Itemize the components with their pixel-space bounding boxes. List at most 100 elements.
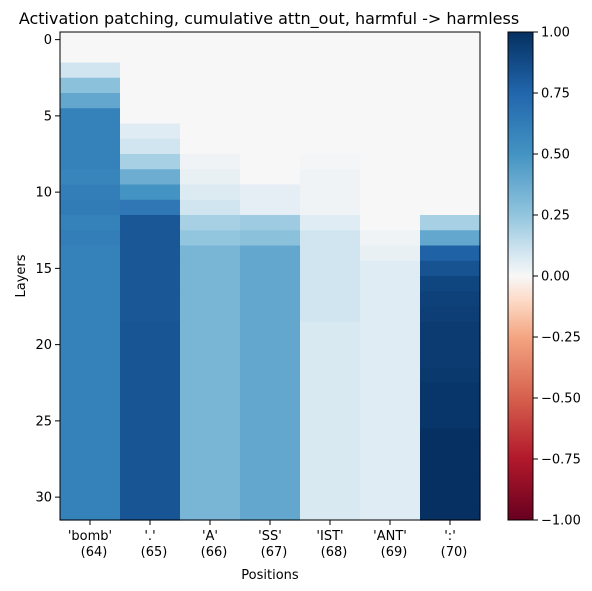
y-axis-label: Layers <box>14 254 29 297</box>
heatmap-cell <box>60 382 121 399</box>
heatmap-cell <box>240 154 301 170</box>
heatmap-cell <box>360 276 421 292</box>
heatmap-cell <box>60 62 121 79</box>
heatmap-cell <box>60 245 121 262</box>
y-tick-label: 5 <box>44 109 52 124</box>
heatmap-cell <box>180 123 241 140</box>
heatmap-cell <box>300 352 361 369</box>
heatmap-cell <box>360 215 421 231</box>
heatmap-cell <box>60 504 121 521</box>
heatmap-cell <box>360 459 421 475</box>
heatmap-cell <box>360 47 421 64</box>
heatmap-cell <box>120 108 181 125</box>
x-tick-label-index: (68) <box>321 545 348 560</box>
heatmap-cell <box>60 260 121 277</box>
heatmap-cell <box>420 489 481 506</box>
heatmap-cell <box>420 291 481 308</box>
heatmap-cell <box>60 230 121 247</box>
heatmap-cell <box>360 352 421 369</box>
heatmap-cell <box>60 321 121 338</box>
heatmap-cell <box>180 169 241 186</box>
heatmap-cell <box>240 382 301 399</box>
heatmap-cell <box>60 47 121 64</box>
heatmap-cell <box>360 306 421 323</box>
heatmap-cell <box>120 245 181 262</box>
heatmap-cell <box>120 489 181 506</box>
heatmap-cell <box>300 77 361 94</box>
heatmap-cell <box>240 489 301 506</box>
heatmap-cell <box>120 398 181 414</box>
heatmap-cell <box>360 123 421 140</box>
heatmap-cell <box>240 443 301 460</box>
heatmap-cell <box>300 276 361 292</box>
heatmap-cell <box>60 123 121 140</box>
heatmap-cell <box>300 474 361 491</box>
heatmap-cell <box>180 337 241 353</box>
heatmap-cell <box>120 443 181 460</box>
heatmap-cell <box>240 459 301 475</box>
heatmap-cell <box>300 138 361 155</box>
heatmap-cell <box>60 398 121 414</box>
heatmap-cell <box>360 367 421 384</box>
heatmap-cell <box>240 428 301 445</box>
heatmap-cell <box>300 321 361 338</box>
heatmap-cell <box>120 47 181 64</box>
heatmap-cell <box>120 93 181 109</box>
heatmap-cell <box>180 413 241 430</box>
heatmap-cell <box>360 169 421 186</box>
heatmap-cell <box>120 459 181 475</box>
heatmap-cell <box>60 184 121 201</box>
colorbar-tick-label: 0.00 <box>541 270 570 285</box>
heatmap-cell <box>300 184 361 201</box>
heatmap-cell <box>300 93 361 109</box>
x-tick-label: 'bomb' <box>68 529 112 544</box>
heatmap-cell <box>240 108 301 125</box>
heatmap-cell <box>60 32 121 48</box>
heatmap-cell <box>240 169 301 186</box>
colorbar-tick-label: 0.75 <box>541 87 570 102</box>
heatmap-cell <box>360 337 421 353</box>
heatmap-cell <box>180 245 241 262</box>
heatmap-cell <box>360 230 421 247</box>
heatmap-cell <box>180 504 241 521</box>
heatmap-cell <box>120 169 181 186</box>
heatmap-cell <box>300 413 361 430</box>
heatmap-cell <box>60 337 121 353</box>
heatmap-cell <box>180 215 241 231</box>
heatmap-cell <box>120 337 181 353</box>
x-tick-label: 'IST' <box>316 529 343 544</box>
heatmap-cell <box>60 93 121 109</box>
heatmap-cell <box>240 230 301 247</box>
heatmap-cell <box>240 32 301 48</box>
chart-title: Activation patching, cumulative attn_out… <box>19 9 519 29</box>
heatmap-cell <box>120 321 181 338</box>
heatmap-cell <box>120 77 181 94</box>
heatmap-cell <box>240 398 301 414</box>
heatmap-cell <box>300 62 361 79</box>
colorbar-ticks: 1.00 0.75 0.50 0.25 0.00 −0.25 −0.50 −0.75 −1.00 <box>533 26 581 529</box>
heatmap-cell <box>360 245 421 262</box>
heatmap-cell <box>300 108 361 125</box>
heatmap-cell <box>120 62 181 79</box>
y-tick-label: 20 <box>35 338 52 353</box>
colorbar-tick-label: −1.00 <box>541 514 581 529</box>
heatmap-cell <box>60 367 121 384</box>
heatmap-cell <box>180 443 241 460</box>
heatmap-cell <box>180 382 241 399</box>
heatmap-cell <box>60 413 121 430</box>
heatmap-cell <box>180 459 241 475</box>
heatmap-cell <box>240 62 301 79</box>
heatmap-cell <box>240 47 301 64</box>
heatmap-cell <box>360 489 421 506</box>
heatmap-cell <box>180 489 241 506</box>
heatmap-cell <box>300 337 361 353</box>
x-tick-label-index: (69) <box>381 545 408 560</box>
heatmap-cell <box>180 352 241 369</box>
heatmap-cell <box>420 398 481 414</box>
heatmap-cell <box>240 184 301 201</box>
heatmap-cell <box>240 367 301 384</box>
heatmap-cell <box>180 108 241 125</box>
heatmap-cell <box>420 413 481 430</box>
heatmap-cell <box>420 77 481 94</box>
